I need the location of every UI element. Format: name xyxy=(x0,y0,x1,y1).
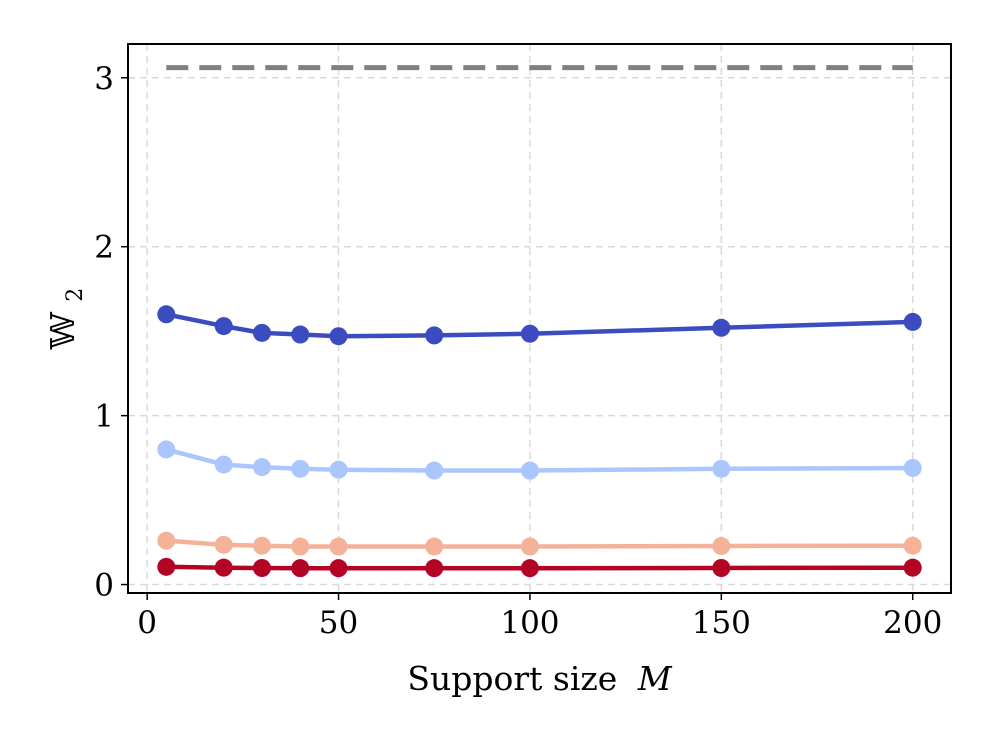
y-axis-label: 𝕎 2 xyxy=(43,288,88,351)
data-point xyxy=(157,531,176,550)
x-ticks: 0 50 100 150 200 xyxy=(137,593,942,641)
y-tick-label: 1 xyxy=(94,399,114,435)
series-line xyxy=(166,564,913,571)
data-point xyxy=(329,537,348,556)
x-tick-label: 0 xyxy=(137,605,157,641)
data-point xyxy=(214,558,233,577)
x-tick-label: 100 xyxy=(500,605,559,641)
series-line xyxy=(165,447,913,473)
x-axis-label-variable: M xyxy=(637,659,673,698)
grid xyxy=(128,44,951,593)
x-tick-label: 50 xyxy=(319,605,358,641)
y-tick-label: 3 xyxy=(94,61,114,97)
series-1 xyxy=(157,305,922,346)
data-point xyxy=(329,327,348,346)
series-line xyxy=(165,312,913,339)
data-point xyxy=(291,325,310,344)
data-point xyxy=(425,537,444,556)
x-tick-label: 200 xyxy=(883,605,942,641)
data-point xyxy=(214,535,233,554)
data-point xyxy=(903,458,922,477)
data-point xyxy=(214,455,233,474)
data-point xyxy=(903,558,922,577)
x-tick-label: 150 xyxy=(692,605,751,641)
data-point xyxy=(252,536,271,555)
series-line xyxy=(166,538,913,549)
data-point xyxy=(157,557,176,576)
data-point xyxy=(712,318,731,337)
series-4 xyxy=(157,557,922,578)
data-point xyxy=(252,558,271,577)
data-point xyxy=(329,559,348,578)
y-tick-label: 0 xyxy=(94,568,114,604)
data-point xyxy=(425,559,444,578)
y-axis-label-symbol: 𝕎 xyxy=(43,311,82,350)
plot-frame xyxy=(127,43,952,594)
data-point xyxy=(712,459,731,478)
data-point xyxy=(252,458,271,477)
data-point xyxy=(291,459,310,478)
data-point xyxy=(520,559,539,578)
data-point xyxy=(425,461,444,480)
data-point xyxy=(291,537,310,556)
data-point xyxy=(157,305,176,324)
data-point xyxy=(520,324,539,343)
data-point xyxy=(157,440,176,459)
series-2 xyxy=(157,440,922,480)
data-point xyxy=(291,559,310,578)
y-tick-label: 2 xyxy=(94,230,114,266)
series-3 xyxy=(157,531,922,556)
data-point xyxy=(425,326,444,345)
y-ticks: 0 1 2 3 xyxy=(94,61,128,604)
series-group xyxy=(157,305,922,578)
data-point xyxy=(712,537,731,556)
x-axis-label: Support size M xyxy=(407,659,672,698)
data-point xyxy=(520,461,539,480)
data-point xyxy=(903,312,922,331)
data-point xyxy=(252,323,271,342)
data-point xyxy=(520,537,539,556)
data-point xyxy=(214,317,233,336)
data-point xyxy=(712,558,731,577)
data-point xyxy=(903,536,922,555)
data-point xyxy=(329,460,348,479)
y-axis-label-subscript: 2 xyxy=(63,288,88,302)
x-axis-label-text: Support size xyxy=(407,659,617,698)
